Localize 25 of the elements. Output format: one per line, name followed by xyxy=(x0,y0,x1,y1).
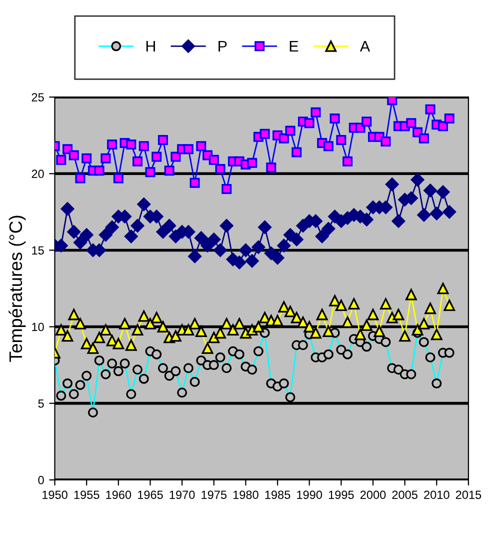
x-tick-label: 1955 xyxy=(74,490,100,499)
x-tick-label: 1990 xyxy=(297,490,322,499)
x-tick-label: 1965 xyxy=(138,490,163,499)
x-tick-label: 2015 xyxy=(456,490,482,499)
legend-label: P xyxy=(218,41,227,52)
y-tick-label: 10 xyxy=(32,322,44,332)
x-tick-label: 2005 xyxy=(392,490,418,499)
y-tick-label: 15 xyxy=(32,246,44,255)
y-tick-label: 20 xyxy=(32,170,44,178)
x-tick-label: 1970 xyxy=(170,490,195,499)
y-tick-label: 5 xyxy=(38,399,44,408)
x-tick-label: 1980 xyxy=(233,490,258,499)
y-tick-label: 25 xyxy=(32,93,44,102)
legend-label: H xyxy=(146,41,155,52)
x-tick-label: 1975 xyxy=(202,490,227,499)
y-tick-label: 0 xyxy=(38,476,44,484)
x-tick-label: 2010 xyxy=(424,490,450,499)
x-tick-label: 1995 xyxy=(328,490,354,499)
legend-label: E xyxy=(290,41,298,52)
x-tick-label: 1950 xyxy=(42,490,68,499)
legend-label: A xyxy=(360,41,370,52)
x-tick-label: 1960 xyxy=(106,490,132,499)
x-tick-label: 2000 xyxy=(360,490,386,499)
y-axis-title: Températures (°C) xyxy=(8,216,26,362)
x-tick-label: 1985 xyxy=(265,490,290,499)
